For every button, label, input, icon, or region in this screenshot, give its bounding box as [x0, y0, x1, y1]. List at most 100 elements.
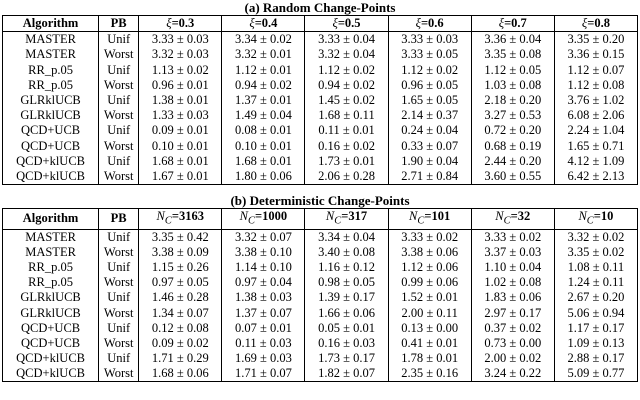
header-symbol: ξ [415, 16, 421, 31]
result-cell: 3.33 ± 0.04 [304, 31, 389, 48]
result-cell: 2.67 ± 0.20 [553, 290, 639, 306]
algorithm-cell: MASTER [1, 47, 100, 63]
header-symbol: ξ [498, 16, 505, 31]
algorithm-cell: GLRklUCB [1, 108, 100, 124]
data-row: GLRklUCB Unif 1.38 ± 0.01 1.37 ± 0.01 1.45 ±… [1, 92, 639, 109]
result-cell: 1.02 ± 0.08 [470, 275, 555, 291]
pb-cell: Worst [98, 47, 140, 63]
data-row: MASTER Worst 3.38 ± 0.09 3.38 ± 0.10 3.40 ± … [1, 244, 639, 260]
result-cell: 0.68 ± 0.19 [470, 138, 555, 154]
header-subscript: C [503, 215, 511, 227]
header-cell: NC=10 [553, 208, 639, 230]
result-cell: 2.44 ± 0.20 [470, 153, 555, 169]
pb-cell: Worst [98, 305, 140, 321]
result-cell: 0.05 ± 0.01 [304, 320, 389, 336]
result-cell: 1.68 ± 0.06 [138, 366, 223, 383]
data-row: QCD+klUCB Worst 1.68 ± 0.06 1.71 ± 0.07 1.82… [1, 366, 639, 383]
result-cell: 0.94 ± 0.02 [221, 77, 306, 93]
header-subscript: C [164, 215, 172, 227]
result-cell: 0.98 ± 0.05 [304, 275, 389, 291]
result-cell: 0.99 ± 0.06 [387, 275, 472, 291]
results-table: Algorithm PB NC=3163 NC=1000 NC=317 NC=101 NC=… [1, 208, 639, 383]
result-cell: 2.35 ± 0.16 [387, 366, 472, 383]
results-table: Algorithm PB ξ=0.3 ξ=0.4 ξ=0.5 ξ=0.6 ξ=0.7 ξ=0.… [1, 14, 639, 186]
result-cell: 3.33 ± 0.03 [387, 31, 472, 48]
header-value: =0.7 [504, 16, 527, 31]
pb-cell: Worst [98, 366, 140, 383]
data-row: MASTER Unif 3.33 ± 0.03 3.34 ± 0.02 3.33 ± 0… [1, 31, 639, 48]
algorithm-cell: QCD+UCB [1, 138, 100, 154]
header-cell: ξ=0.8 [553, 14, 639, 33]
pb-cell: Unif [98, 351, 140, 367]
header-symbol: N [409, 209, 418, 224]
result-cell: 0.97 ± 0.04 [221, 275, 306, 291]
result-cell: 3.32 ± 0.04 [304, 47, 389, 63]
result-cell: 1.71 ± 0.07 [221, 366, 306, 383]
algorithm-cell: RR_p.05 [1, 275, 100, 291]
algorithm-cell: QCD+UCB [1, 335, 100, 352]
result-cell: 3.32 ± 0.02 [553, 229, 639, 245]
result-cell: 1.38 ± 0.03 [221, 290, 306, 306]
header-symbol: ξ [166, 16, 172, 31]
result-cell: 0.73 ± 0.00 [470, 335, 555, 352]
header-cell: NC=1000 [221, 208, 306, 230]
result-cell: 0.11 ± 0.03 [221, 335, 306, 352]
result-cell: 3.35 ± 0.02 [553, 244, 639, 260]
header-row: Algorithm PB NC=3163 NC=1000 NC=317 NC=101 NC=… [1, 208, 639, 230]
result-cell: 1.38 ± 0.01 [138, 92, 223, 109]
result-cell: 1.37 ± 0.01 [221, 92, 306, 109]
result-cell: 1.37 ± 0.07 [221, 305, 306, 321]
result-cell: 3.27 ± 0.53 [470, 108, 555, 124]
algorithm-cell: QCD+UCB [1, 320, 100, 336]
result-cell: 5.06 ± 0.94 [553, 305, 639, 321]
result-cell: 1.12 ± 0.01 [221, 62, 306, 78]
result-cell: 6.08 ± 2.06 [553, 108, 639, 124]
result-cell: 2.00 ± 0.11 [387, 305, 472, 321]
result-cell: 3.38 ± 0.09 [138, 244, 223, 260]
header-value: =3163 [171, 209, 204, 224]
pb-cell: Worst [98, 244, 140, 260]
result-cell: 3.38 ± 0.06 [387, 244, 472, 260]
data-row: GLRklUCB Unif 1.46 ± 0.28 1.38 ± 0.03 1.39 ±… [1, 290, 639, 306]
result-cell: 3.33 ± 0.03 [138, 31, 223, 48]
result-cell: 1.68 ± 0.11 [304, 108, 389, 124]
pb-cell: Unif [98, 229, 140, 245]
result-cell: 0.96 ± 0.05 [387, 77, 472, 93]
pb-cell: Unif [98, 123, 140, 139]
result-cell: 3.35 ± 0.08 [470, 47, 555, 63]
algorithm-cell: QCD+klUCB [1, 366, 100, 383]
result-cell: 0.24 ± 0.04 [387, 123, 472, 139]
result-cell: 3.33 ± 0.02 [387, 229, 472, 245]
header-subscript: C [417, 215, 425, 227]
header-cell: NC=32 [470, 208, 555, 230]
result-cell: 2.24 ± 1.04 [553, 123, 639, 139]
result-cell: 3.36 ± 0.04 [470, 31, 555, 48]
result-cell: 1.90 ± 0.04 [387, 153, 472, 169]
header-cell: ξ=0.4 [221, 14, 306, 33]
algorithm-cell: RR_p.05 [1, 62, 100, 78]
algorithm-cell: QCD+klUCB [1, 168, 100, 186]
header-symbol: N [578, 209, 587, 224]
header-symbol: ξ [249, 16, 255, 31]
header-value: =1000 [254, 209, 288, 224]
result-cell: 0.11 ± 0.01 [304, 123, 389, 139]
pb-cell: Worst [98, 138, 140, 154]
result-cell: 3.35 ± 0.42 [138, 229, 223, 245]
data-row: QCD+UCB Worst 0.10 ± 0.01 0.10 ± 0.01 0.16 ±… [1, 138, 639, 154]
algorithm-cell: RR_p.05 [1, 259, 100, 276]
header-value: =32 [510, 209, 531, 224]
result-cell: 1.66 ± 0.06 [304, 305, 389, 321]
header-symbol: ξ [332, 16, 338, 31]
result-cell: 2.00 ± 0.02 [470, 351, 555, 367]
pb-cell: Unif [98, 31, 140, 48]
result-cell: 1.68 ± 0.01 [221, 153, 306, 169]
pb-cell: Unif [98, 62, 140, 78]
result-cell: 3.33 ± 0.05 [387, 47, 472, 63]
result-cell: 1.14 ± 0.10 [221, 259, 306, 276]
algorithm-cell: RR_p.05 [1, 77, 100, 93]
result-cell: 3.76 ± 1.02 [553, 92, 639, 109]
result-cell: 3.38 ± 0.10 [221, 244, 306, 260]
result-cell: 1.08 ± 0.11 [553, 259, 639, 276]
result-cell: 1.69 ± 0.03 [221, 351, 306, 367]
